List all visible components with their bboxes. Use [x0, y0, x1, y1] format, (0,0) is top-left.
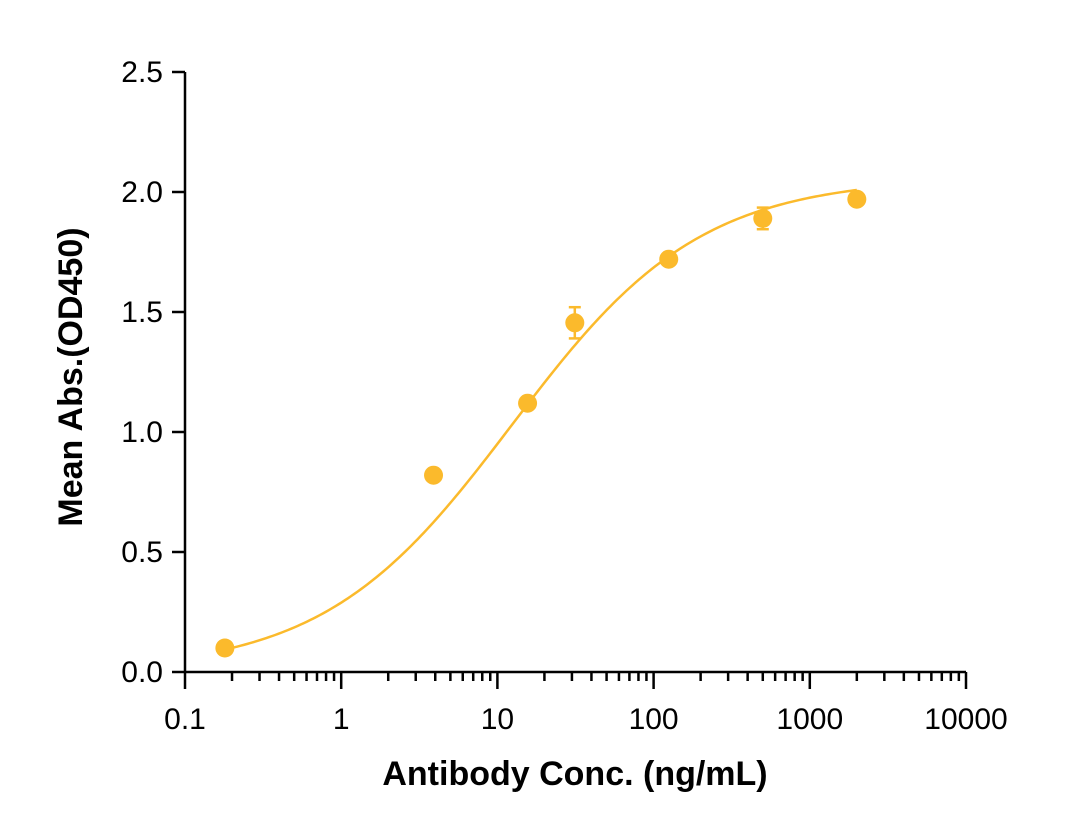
y-ticks: 0.0 0.5 1.0 1.5 2.0 2.5	[121, 56, 185, 689]
y-tick-label: 0.5	[121, 536, 163, 569]
y-tick-label: 2.0	[121, 176, 163, 209]
x-tick-label: 1	[333, 703, 350, 736]
x-tick-label: 0.1	[164, 703, 206, 736]
y-tick-label: 2.5	[121, 56, 163, 89]
points-layer	[215, 189, 867, 658]
fit-curve	[224, 188, 857, 651]
data-point	[424, 465, 444, 485]
x-tick-label: 1000	[776, 703, 843, 736]
y-tick-label: 1.5	[121, 296, 163, 329]
y-tick-label: 0.0	[121, 656, 163, 689]
data-point	[518, 393, 538, 413]
fit-layer	[224, 188, 857, 651]
x-axis-title: Antibody Conc. (ng/mL)	[382, 755, 767, 793]
data-point	[847, 189, 867, 209]
axes	[183, 72, 966, 674]
x-ticks: 0.1 1 10 100 1000 10000	[164, 672, 1008, 736]
data-point	[659, 249, 679, 269]
data-point	[565, 313, 585, 333]
data-point	[215, 638, 235, 658]
y-tick-label: 1.0	[121, 416, 163, 449]
data-point	[753, 208, 773, 228]
x-tick-label: 10	[481, 703, 514, 736]
x-tick-label: 100	[629, 703, 679, 736]
y-axis-title: Mean Abs.(OD450)	[52, 227, 90, 526]
x-tick-label: 10000	[924, 703, 1007, 736]
